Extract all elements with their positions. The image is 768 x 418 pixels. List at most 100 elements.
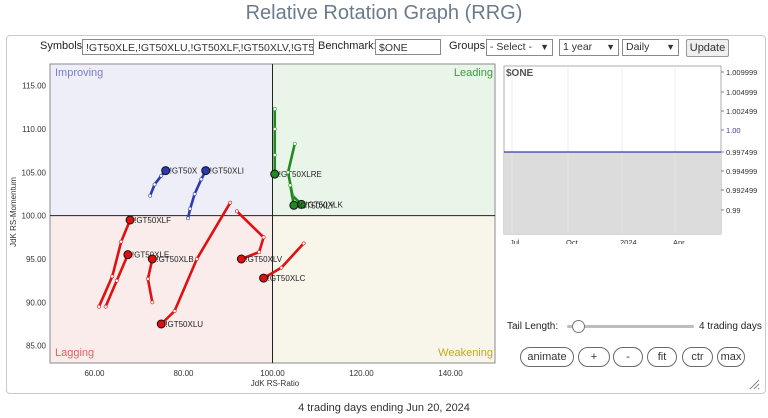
series-tail	[159, 201, 232, 326]
y-tick-label: 95.00	[26, 255, 47, 264]
animate-button[interactable]: animate	[520, 347, 574, 367]
fit-button[interactable]: fit	[647, 347, 677, 367]
benchmark-chart: 1.009999 1.004999 1.002499 1.00 0.997499 0.99…	[503, 65, 757, 244]
tail-point	[261, 235, 266, 240]
x-tick-label: 80.00	[173, 369, 194, 378]
chevron-down-icon: ▼	[666, 42, 675, 52]
quadrant-weakening	[272, 215, 495, 363]
tail-point	[288, 183, 293, 188]
period-value: 1 year	[563, 41, 593, 53]
tail-point	[152, 182, 157, 187]
y-tick-label: 85.00	[26, 342, 47, 351]
tail-length-label: Tail Length:	[507, 321, 559, 332]
frequency-value: Daily	[626, 41, 650, 53]
y-tick-label: 90.00	[26, 298, 47, 307]
tail-point	[272, 127, 277, 131]
benchmark-y-tick-label: 0.99	[726, 206, 741, 215]
tail-point	[194, 257, 199, 261]
frequency-select[interactable]: Daily ▼	[622, 39, 679, 56]
series-gt50xly[interactable]: !GT50XLY	[288, 183, 336, 211]
resize-handle-icon[interactable]	[748, 378, 760, 390]
x-tick-label: 120.00	[349, 369, 374, 378]
tail-length-slider-track[interactable]	[567, 325, 694, 328]
quadrant-label-improving: Improving	[55, 67, 103, 79]
quadrant-leading	[272, 64, 495, 216]
y-tick-label: 100.00	[22, 212, 47, 221]
series-gt50xlc[interactable]: !GT50XLC	[259, 241, 306, 283]
tail-point	[172, 309, 177, 313]
series-gt50xlre[interactable]: !GT50XLRE	[270, 107, 322, 179]
series-head-point[interactable]	[201, 166, 211, 176]
series-head-point[interactable]	[161, 166, 171, 176]
quadrant-lagging	[50, 215, 273, 363]
zoom-out-button[interactable]: -	[613, 347, 643, 367]
update-button[interactable]: Update	[686, 39, 729, 57]
benchmark-x-tick-label: Jul	[510, 238, 520, 244]
benchmark-input[interactable]: $ONE	[375, 39, 441, 55]
chevron-down-icon: ▼	[540, 42, 549, 52]
series-gt50xlb[interactable]: !GT50XLB	[145, 254, 194, 305]
series-head-point[interactable]	[123, 250, 133, 260]
quadrant-label-weakening: Weakening	[438, 347, 493, 359]
benchmark-x-tick-label: Oct	[566, 238, 579, 244]
benchmark-fill-area	[504, 152, 721, 234]
series-head-point[interactable]	[236, 254, 246, 264]
tail-point	[199, 177, 204, 182]
quadrant-improving	[50, 64, 273, 216]
benchmark-y-tick-label: 1.00	[726, 126, 741, 135]
y-tick-label: 115.00	[22, 82, 46, 91]
tail-point	[234, 209, 239, 214]
x-tick-label: 60.00	[84, 369, 105, 378]
tail-point	[272, 153, 277, 157]
series-label: !GT50XLY	[298, 201, 335, 210]
series-head-point[interactable]	[289, 200, 299, 210]
tail-point	[186, 216, 190, 221]
benchmark-x-tick-label: Apr	[673, 238, 685, 244]
tail-point	[301, 241, 306, 246]
tail-point	[148, 193, 153, 198]
series-head-point[interactable]	[147, 254, 157, 264]
series-gt50xlv[interactable]: !GT50XLV	[234, 209, 283, 264]
tail-length-value: 4 trading days	[699, 321, 762, 332]
period-select[interactable]: 1 year ▼	[559, 39, 619, 56]
y-tick-label: 110.00	[22, 125, 46, 134]
y-axis-label: JdK RS-Momentum	[9, 177, 18, 247]
series-head-point[interactable]	[259, 273, 269, 283]
series-gt50xlu[interactable]: !GT50XLU	[156, 200, 233, 329]
series-head-point[interactable]	[156, 319, 166, 329]
center-button[interactable]: ctr	[682, 347, 713, 367]
x-tick-label: 140.00	[438, 369, 463, 378]
tail-point	[292, 141, 297, 146]
series-gt50xlf[interactable]: !GT50XLF	[97, 215, 171, 309]
symbols-input[interactable]: !GT50XLE,!GT50XLU,!GT50XLF,!GT50XLV,!GT5…	[82, 39, 314, 55]
groups-select[interactable]: - Select - ▼	[486, 39, 553, 56]
series-label: !GT50XLI	[210, 167, 244, 176]
max-button[interactable]: max	[717, 347, 745, 367]
series-head-point[interactable]	[125, 215, 135, 225]
series-label: !GT50XLV	[245, 255, 282, 264]
zoom-in-button[interactable]: +	[578, 347, 610, 367]
tail-point	[279, 265, 284, 270]
benchmark-y-tick-label: 1.002499	[726, 107, 757, 116]
tail-point	[286, 170, 290, 175]
series-tail	[235, 210, 265, 261]
chevron-down-icon: ▼	[606, 42, 615, 52]
tail-length-slider-thumb[interactable]	[572, 320, 586, 333]
tail-point	[257, 250, 262, 254]
series-gt50x[interactable]: !GT50X	[148, 166, 198, 198]
benchmark-y-tick-label: 0.994999	[726, 167, 757, 176]
series-head-point[interactable]	[270, 169, 280, 179]
benchmark-label: Benchmark:	[318, 40, 377, 52]
benchmark-y-tick-label: 1.004999	[726, 88, 757, 97]
tail-point	[228, 200, 233, 205]
benchmark-y-tick-label: 0.992499	[726, 186, 757, 195]
tail-point	[110, 274, 115, 279]
tail-point	[114, 278, 119, 283]
series-gt50xli[interactable]: !GT50XLI	[186, 166, 244, 221]
footer-caption: 4 trading days ending Jun 20, 2024	[298, 402, 470, 414]
tail-point	[150, 300, 155, 305]
page-title: Relative Rotation Graph (RRG)	[245, 2, 523, 24]
benchmark-title: $ONE	[506, 68, 534, 79]
series-tail	[97, 218, 132, 308]
